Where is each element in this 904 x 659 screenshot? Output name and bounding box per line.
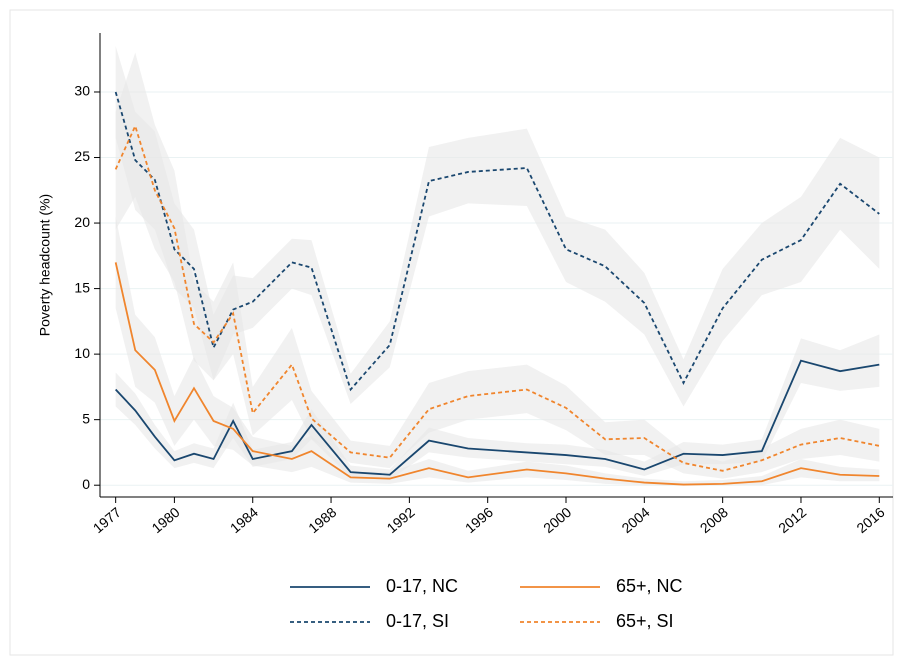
series-line: [114, 262, 880, 486]
series-line: [114, 123, 880, 472]
frame: [9, 9, 894, 656]
y-axis-label: Poverty headcount (%): [37, 194, 53, 336]
legend-label: 0-17, NC: [386, 576, 458, 596]
confidence-band: [115, 52, 880, 479]
y-tick-label: 15: [74, 279, 90, 295]
y-tick-label: 10: [74, 345, 90, 361]
y-tick-label: 20: [74, 214, 90, 230]
y-tick-label: 5: [82, 410, 90, 426]
y-tick-label: 0: [82, 476, 90, 492]
legend-label: 0-17, SI: [386, 611, 449, 631]
series-line: [115, 359, 880, 476]
y-tick-label: 25: [74, 148, 90, 164]
y-tick-label: 30: [74, 83, 90, 99]
legend-label: 65+, NC: [616, 576, 683, 596]
legend-label: 65+, SI: [616, 611, 674, 631]
